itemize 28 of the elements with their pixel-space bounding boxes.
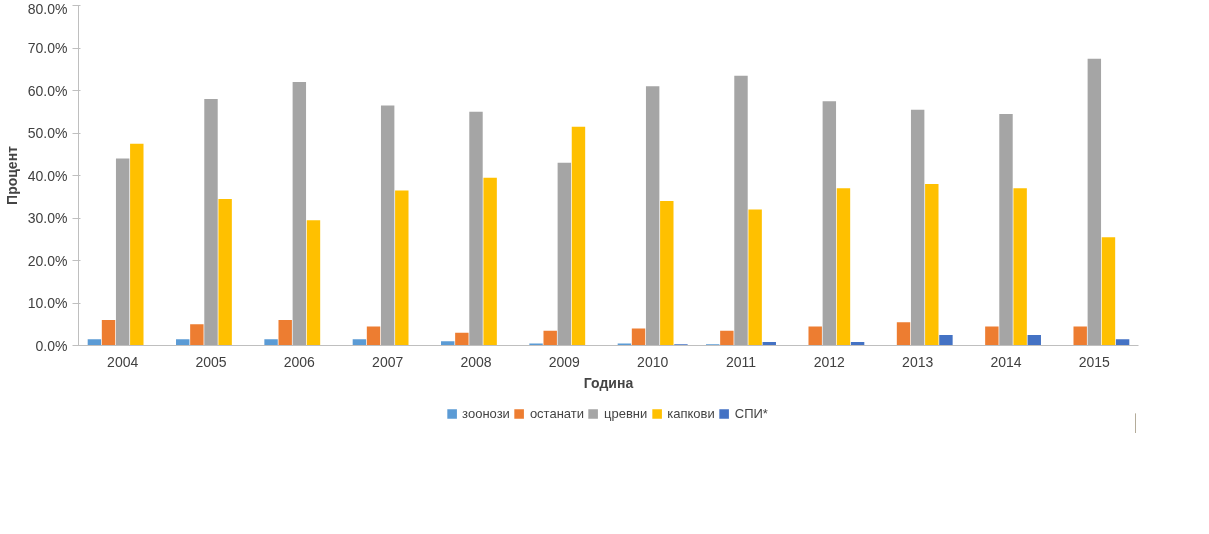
x-tick-label: 2012 — [813, 353, 846, 370]
y-tick-label: 50.0% — [27, 125, 68, 141]
y-tick-label: 30.0% — [27, 210, 68, 226]
legend-label: зоонози — [462, 405, 510, 421]
y-tick-label: 0.0% — [35, 337, 68, 354]
x-tick-label: 2014 — [990, 353, 1022, 370]
y-tick-label: 60.0% — [27, 82, 68, 99]
x-axis-title: Година — [583, 374, 634, 391]
x-tick-label: 2006 — [283, 353, 316, 370]
x-tick-label: 2011 — [725, 353, 757, 370]
y-tick-label: 40.0% — [27, 167, 68, 184]
x-tick-label: 2005 — [195, 353, 227, 370]
y-tick-label: 80.0% — [27, 0, 68, 17]
y-tick-label: 70.0% — [27, 40, 68, 56]
legend-label: капкови — [667, 405, 715, 421]
x-tick-label: 2015 — [1078, 353, 1111, 370]
x-tick-label: 2008 — [460, 353, 492, 370]
y-axis-title: Процент — [3, 145, 20, 205]
legend-label: цревни — [603, 405, 648, 421]
legend-label: останати — [529, 405, 584, 421]
x-tick-label: 2010 — [637, 353, 669, 370]
x-tick-label: 2004 — [107, 353, 139, 370]
x-tick-label: 2009 — [548, 353, 581, 370]
y-tick-label: 10.0% — [27, 295, 68, 311]
x-tick-label: 2013 — [902, 353, 934, 370]
legend-label: СПИ* — [734, 405, 768, 421]
x-tick-label: 2007 — [372, 353, 404, 370]
y-tick-label: 20.0% — [27, 252, 68, 269]
